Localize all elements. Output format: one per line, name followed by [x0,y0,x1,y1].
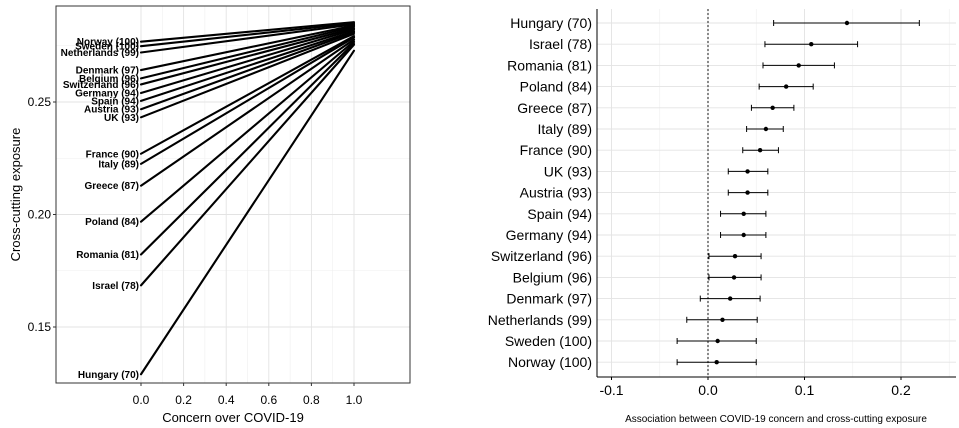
estimate-point [715,338,720,344]
estimate-point [783,84,789,89]
estimate-point [745,190,750,195]
x-axis-title: Association between COVID-19 concern and… [625,414,927,425]
series-label: UK (93) [104,113,139,124]
series-line [139,49,356,376]
category-label: UK (93) [544,163,592,179]
estimate-point [809,42,814,47]
series-label: Sweden (100) [75,42,139,53]
x-tick-label: 0.2 [891,382,911,398]
x-tick-label: 0.2 [175,393,192,407]
category-label: Romania (81) [507,57,592,73]
series-line [139,32,356,119]
x-tick-label: 0.4 [218,393,235,407]
x-tick-label: 0.6 [260,393,277,407]
x-tick-label: 0.0 [698,382,718,398]
series-line [139,27,356,86]
x-tick-label: 0.1 [795,382,815,398]
y-tick-label: 0.15 [28,320,52,334]
category-label: Denmark (97) [506,291,592,307]
estimate-point [741,211,746,216]
x-tick-label: -0.1 [599,382,623,398]
estimate-point [720,317,725,322]
category-label: Sweden (100) [505,333,592,349]
series-label: Austria (93) [84,105,139,116]
series-line [139,22,356,48]
category-label: Poland (84) [520,79,592,95]
series-label: Norway (100) [77,37,139,48]
category-label: Switzerland (96) [491,248,592,264]
category-label: Spain (94) [527,206,592,222]
estimate-point [763,126,769,132]
series-label: Greece (87) [85,181,139,192]
category-label: Belgium (96) [513,269,592,285]
estimate-point [727,296,733,301]
series-label: Netherlands (99) [61,48,139,59]
series-line [139,35,356,155]
category-label: Hungary (70) [510,15,592,31]
category-label: France (90) [520,142,592,158]
plot-border [55,5,411,384]
estimate-point [757,148,763,153]
series-label: Switzerland (96) [63,80,139,91]
category-label: Austria (93) [520,185,592,201]
x-tick-label: 1.0 [346,393,363,407]
estimate-point [714,360,719,365]
series-line [139,23,356,54]
estimate-point [731,275,737,280]
category-label: Greece (87) [517,100,592,116]
y-axis-title: Cross-cutting exposure [8,128,23,262]
series-line [139,30,356,102]
estimate-point [796,63,801,68]
series-label: Romania (81) [76,250,139,261]
series-label: Belgium (96) [79,74,139,85]
estimate-point [732,254,738,259]
series-line [139,41,356,256]
right-chart: Hungary (70) Israel (78) Romania (81) Polan… [488,9,956,425]
series-label: Denmark (97) [76,66,139,77]
series-label: Poland (84) [85,217,139,228]
series-label: Germany (94) [75,89,139,100]
left-chart: Norway (100)Sweden (100)Netherlands (99)… [8,5,411,425]
series-line [139,36,356,165]
series-line [139,28,356,95]
plot-background [56,6,410,383]
category-label: Israel (78) [529,36,592,52]
series-line [139,25,356,80]
series-label: France (90) [86,149,139,160]
category-label: Norway (100) [508,354,592,370]
y-tick-label: 0.20 [28,208,52,222]
series-line [139,21,356,43]
x-tick-label: 0.8 [303,393,320,407]
series-label: Spain (94) [91,96,139,107]
y-tick-label: 0.25 [28,95,52,109]
series-label: Israel (78) [92,281,139,292]
category-label: Netherlands (99) [488,312,592,328]
x-axis-title: Concern over COVID-19 [162,410,304,425]
estimate-point [741,232,746,238]
estimate-point [844,20,850,26]
estimate-point [770,105,775,111]
series-label: Hungary (70) [78,370,139,381]
x-tick-label: 0.0 [133,393,150,407]
series-line [139,31,356,111]
series-line [139,24,356,72]
series-line [139,40,356,223]
series-label: Italy (89) [98,159,139,170]
series-line [139,43,356,287]
category-label: Germany (94) [506,227,592,243]
category-label: Italy (89) [538,121,592,137]
series-line [139,38,356,187]
estimate-point [745,169,750,174]
